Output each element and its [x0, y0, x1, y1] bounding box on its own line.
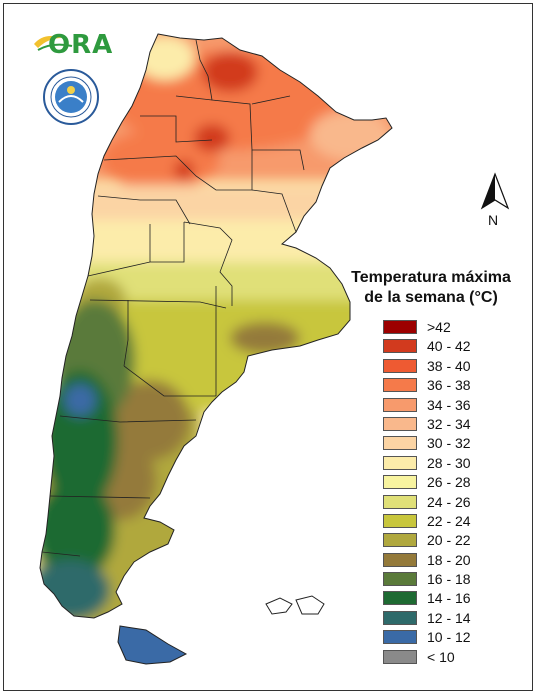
legend-swatch: [383, 436, 417, 451]
legend-swatch: [383, 494, 417, 509]
ora-logo: ORA: [32, 28, 112, 62]
legend-swatch: [383, 533, 417, 548]
legend-swatch: [383, 610, 417, 625]
legend-label: 10 - 12: [427, 629, 471, 646]
legend-swatch: [383, 358, 417, 373]
legend-swatch: [383, 320, 417, 334]
legend-label: 34 - 36: [427, 396, 471, 413]
country-outline: [39, 33, 393, 619]
legend-label: 32 - 34: [427, 415, 471, 432]
legend-title-line1: Temperatura máxima: [351, 269, 511, 286]
north-arrow-icon: [480, 172, 510, 210]
legend-label: 30 - 32: [427, 435, 471, 452]
ora-logo-text: ORA: [48, 30, 114, 60]
legend-label: 28 - 30: [427, 454, 471, 471]
malvinas-islands: [265, 595, 325, 615]
legend-label: 18 - 20: [427, 551, 471, 568]
legend-label: 26 - 28: [427, 474, 471, 491]
legend-label: 14 - 16: [427, 590, 471, 607]
legend: Temperatura máxima de la semana (°C) >42…: [345, 268, 525, 665]
legend-swatch: [383, 397, 417, 412]
legend-label: 22 - 24: [427, 512, 471, 529]
province-boundaries: [41, 39, 305, 557]
legend-label: < 10: [427, 648, 455, 665]
legend-label: >42: [427, 319, 451, 335]
legend-swatch: [383, 416, 417, 431]
ora-leaf-icon: [34, 36, 73, 51]
legend-label: 16 - 18: [427, 571, 471, 588]
legend-label: 20 - 22: [427, 532, 471, 549]
legend-swatch: [383, 552, 417, 567]
legend-swatch: [383, 378, 417, 393]
legend-label: 12 - 14: [427, 609, 471, 626]
tierra-del-fuego: [117, 625, 188, 665]
smn-seal-icon: [42, 68, 100, 126]
legend-swatch: [383, 572, 417, 587]
legend-swatch: [383, 630, 417, 645]
legend-swatch: [383, 475, 417, 490]
legend-title-line2: de la semana (°C): [364, 289, 498, 306]
legend-label: 40 - 42: [427, 338, 471, 355]
legend-swatch: [383, 513, 417, 528]
legend-swatch: [383, 591, 417, 606]
legend-swatch: [383, 455, 417, 470]
legend-swatch: [383, 649, 417, 664]
legend-label: 36 - 38: [427, 377, 471, 394]
legend-label: 38 - 40: [427, 357, 471, 374]
legend-label: 24 - 26: [427, 493, 471, 510]
north-label: N: [488, 212, 499, 228]
legend-swatch: [383, 339, 417, 354]
north-arrow: N: [478, 172, 512, 232]
